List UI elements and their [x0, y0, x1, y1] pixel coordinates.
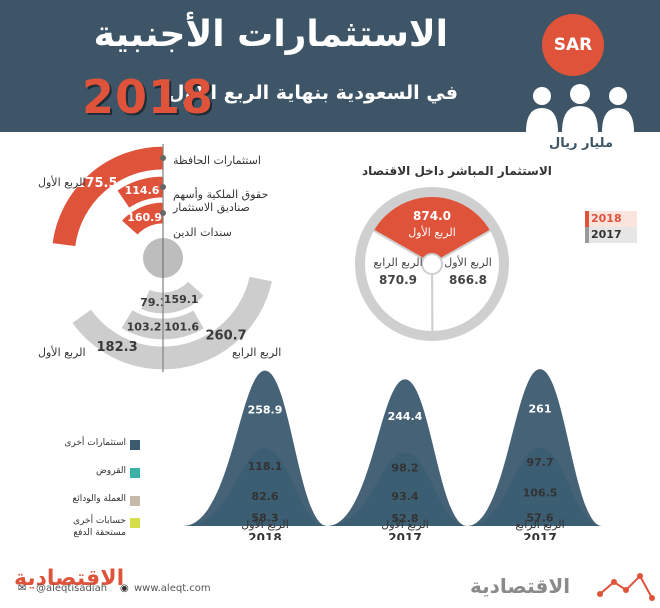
pie-value-label: 866.8	[449, 273, 487, 287]
legend-label: القروض	[96, 466, 126, 476]
radial-value-label: 159.1	[164, 293, 199, 306]
radial-bar	[115, 175, 164, 210]
radial-value-label: 114.6	[125, 184, 160, 197]
area-value-label: 93.4	[391, 490, 418, 503]
radial-series-label: صناديق الاستثمار	[173, 201, 250, 214]
area-value-label: 57.6	[526, 511, 553, 524]
pie-value-label: 874.0	[413, 209, 451, 223]
legend-label: العملة والودائع	[72, 494, 127, 504]
area-value-label: 244.4	[388, 410, 423, 423]
pie-center	[421, 253, 443, 275]
area-value-label: 52.8	[391, 512, 418, 525]
page-title: الاستثمارات الأجنبية	[93, 14, 448, 55]
radial-pointer-dot	[160, 155, 166, 161]
globe-icon: ◉	[120, 583, 129, 594]
twitter-icon: ✉	[18, 583, 27, 594]
legend-label: استثمارات أخرى	[64, 438, 126, 448]
year-legend: 2018 2017	[585, 211, 637, 243]
brand-logo: الاقتصادية	[14, 566, 125, 591]
legend-swatch	[130, 518, 140, 528]
area-layer	[183, 369, 622, 526]
legend-label: حسابات أخرى	[73, 516, 126, 526]
radial-group-label: الربع الأول	[38, 346, 86, 359]
radial-series-label: استثمارات الحافظة	[173, 154, 261, 167]
pie-value-label: 870.9	[379, 273, 417, 287]
pie-chart: 874.0 الربع الأول 866.8 الربع الأول 870.9 الر…	[355, 187, 509, 341]
legend-2018: 2018	[585, 211, 637, 227]
radial-bar	[139, 288, 164, 315]
header-banner: الاستثمارات الأجنبية في السعودية بنهاية …	[0, 0, 660, 132]
radial-value-label: 101.6	[164, 321, 199, 334]
radial-bar	[51, 145, 164, 248]
pie-outer-ring	[355, 187, 509, 341]
pie-slice-label: الربع الأول	[444, 255, 492, 269]
area-value-label: 106.5	[523, 487, 558, 500]
radial-pointer-dot	[160, 184, 166, 190]
radial-series-label: حقوق الملكية وأسهم	[173, 188, 269, 201]
legend-label: مستحقة الدفع	[73, 528, 126, 538]
area-category-label: الربع الأول	[381, 517, 429, 531]
brand-logo-right: الاقتصادية	[470, 574, 571, 598]
radial-group-label: الربع الأول	[38, 176, 86, 189]
area-category-label: الربع الأول	[241, 517, 289, 531]
area-value-label: 82.6	[251, 490, 278, 503]
radial-value-label: 103.2	[127, 320, 162, 333]
unit-label: مليار ريال	[536, 136, 626, 160]
footer: الاقتصادية @aleqtisadiah ✉ ◉ www.aleqt.c…	[0, 566, 660, 608]
area-value-label: 261	[529, 402, 552, 415]
radial-bar	[120, 201, 164, 237]
radial-bar-chart: 275.5 114.6 160.9 182.3 103.2 79.1 260.7 101.6 1…	[51, 144, 274, 372]
area-year-label: 2018	[248, 531, 281, 540]
radial-bar	[162, 275, 274, 371]
trend-line-icon	[597, 573, 655, 601]
radial-value-label: 275.5	[76, 176, 117, 191]
radial-value-label: 182.3	[97, 340, 138, 355]
radial-bar	[162, 280, 206, 315]
legend-2017: 2017	[585, 227, 637, 243]
currency-badge: SAR	[542, 14, 604, 76]
pie-slice-label: الربع الأول	[408, 225, 456, 239]
radial-series-label: سندات الدين	[173, 226, 232, 239]
radial-value-label: 260.7	[206, 329, 247, 344]
area-year-label: 2017	[388, 531, 421, 540]
area-value-label: 58.3	[251, 511, 278, 524]
area-year-label: 2017	[523, 531, 556, 540]
radial-bar	[119, 308, 164, 341]
headline-year: 2018	[82, 70, 215, 124]
legend-swatch	[130, 440, 140, 450]
radial-value-label: 79.1	[140, 296, 167, 309]
pie-title: الاستثمار المباشر داخل الاقتصاد	[362, 164, 552, 178]
area-value-label: 98.2	[391, 461, 418, 474]
radial-pointer-dot	[160, 210, 166, 216]
website-link[interactable]: www.aleqt.com	[134, 583, 211, 594]
page-subtitle: في السعودية بنهاية الربع الأول	[168, 82, 458, 104]
people-icon	[526, 84, 634, 132]
radial-bar	[70, 308, 164, 371]
area-value-label: 118.1	[248, 460, 283, 473]
area-category-label: الربع الرابع	[515, 518, 564, 531]
radial-group-label: الربع الرابع	[232, 346, 282, 359]
area-value-label: 97.7	[526, 456, 553, 469]
legend-swatch	[130, 496, 140, 506]
pie-slice-label: الربع الرابع	[373, 256, 422, 269]
radial-value-label: 160.9	[127, 211, 162, 224]
area-value-label: 258.9	[248, 403, 283, 416]
legend-swatch	[130, 468, 140, 478]
twitter-handle[interactable]: @aleqtisadiah	[36, 583, 108, 594]
radial-bar	[162, 308, 206, 341]
